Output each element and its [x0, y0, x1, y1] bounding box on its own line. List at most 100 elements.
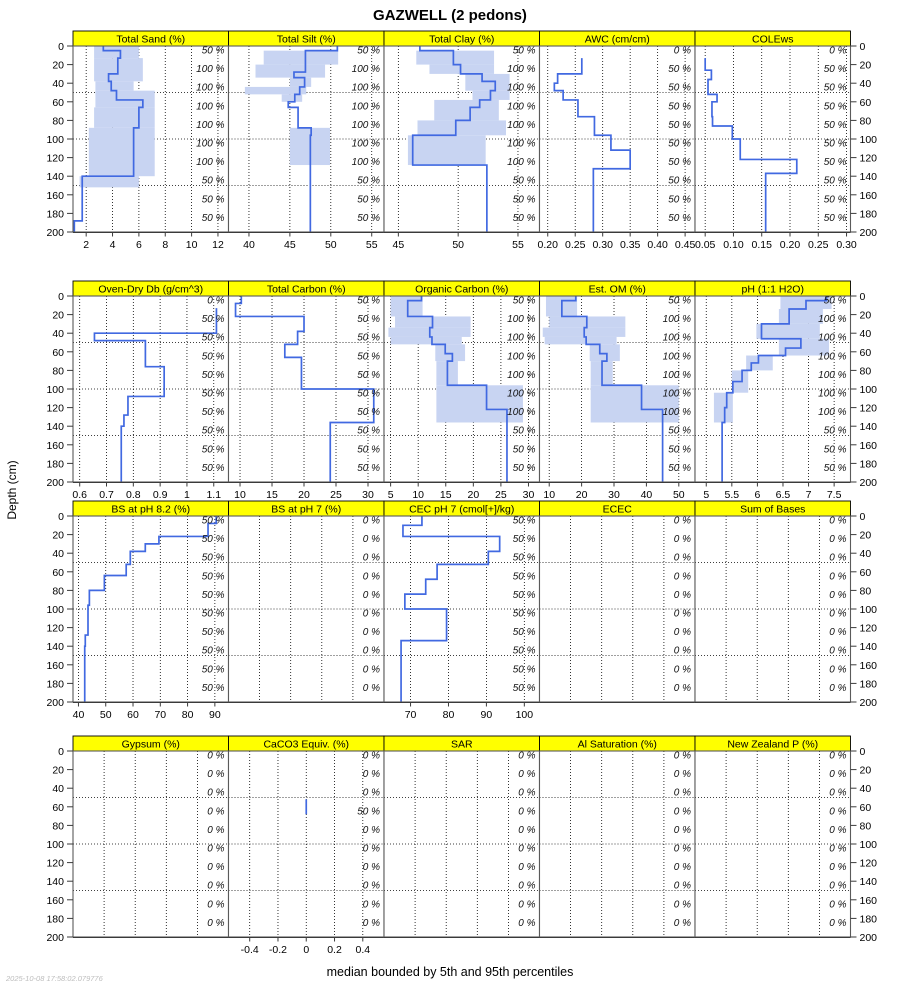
depth-tick-label: 40	[52, 783, 64, 795]
percent-label: 0 %	[363, 881, 380, 892]
panel-grid: Total Sand (%)50 %100 %100 %100 %100 %10…	[46, 30, 878, 956]
depth-tick-label: 0	[860, 511, 866, 523]
depth-tick-label: 180	[860, 678, 878, 690]
percentile-band	[79, 176, 139, 188]
percent-label: 50 %	[513, 534, 536, 545]
depth-tick-label: 0	[58, 511, 64, 523]
percent-label: 0 %	[829, 553, 846, 564]
percent-label: 50 %	[202, 333, 225, 344]
percent-label: 50 %	[202, 553, 225, 564]
depth-tick-label: 200	[860, 477, 878, 489]
percent-label: 50 %	[202, 407, 225, 418]
percent-label: 50 %	[824, 213, 847, 224]
depth-tick-label: 40	[52, 328, 64, 340]
panel-total-clay: Total Clay (%) 50 % 100 % 100 % 100 % 100 % 10…	[383, 30, 541, 251]
percent-label: 0 %	[829, 590, 846, 601]
percentile-band	[88, 127, 155, 177]
panel-awc-cm-cm: AWC (cm/cm) 0 % 50 % 50 % 50 % 50 % 50 % 50 % 50…	[538, 30, 696, 251]
depth-tick-label: 0	[860, 291, 866, 303]
depth-tick-label: 60	[860, 347, 872, 359]
x-tick-label: 1	[184, 489, 190, 501]
panel-title: Gypsum (%)	[122, 738, 180, 750]
depth-tick-label: 20	[860, 530, 872, 542]
x-tick-label: 50	[452, 239, 464, 251]
percent-label: 50 %	[513, 213, 536, 224]
x-tick-label: 40	[641, 489, 653, 501]
depth-tick-label: 200	[46, 477, 64, 489]
x-tick-label: 0.6	[72, 489, 87, 501]
percentile-band	[778, 338, 830, 356]
depth-tick-label: 180	[860, 208, 878, 220]
percent-label: 100 %	[507, 139, 535, 150]
depth-tick-label: 0	[58, 41, 64, 53]
percent-label: 0 %	[674, 46, 691, 57]
depth-tick-label: 180	[860, 458, 878, 470]
x-tick-label: 20	[467, 489, 479, 501]
percentile-band	[390, 336, 462, 345]
panel-title: Total Clay (%)	[429, 33, 494, 45]
percent-label: 50 %	[513, 627, 536, 638]
x-tick-label: 20	[576, 489, 588, 501]
percent-label: 50 %	[202, 370, 225, 381]
panel-title: BS at pH 8.2 (%)	[111, 503, 190, 515]
depth-tick-label: 180	[860, 913, 878, 925]
x-tick-label: 12	[212, 239, 224, 251]
depth-tick-label: 160	[860, 895, 878, 907]
percent-label: 50 %	[357, 389, 380, 400]
depth-tick-label: 80	[860, 115, 872, 127]
panel-title: Total Sand (%)	[116, 33, 185, 45]
percent-label: 50 %	[668, 213, 691, 224]
percent-label: 50 %	[513, 426, 536, 437]
depth-tick-label: 120	[46, 403, 64, 415]
percent-label: 0 %	[207, 769, 224, 780]
x-tick-label: 0.15	[752, 239, 773, 251]
percent-label: 100 %	[818, 314, 846, 325]
percent-label: 0 %	[674, 571, 691, 582]
percent-label: 0 %	[674, 788, 691, 799]
depth-tick-label: 20	[52, 310, 64, 322]
depth-tick-label: 60	[860, 567, 872, 579]
percent-label: 0 %	[363, 553, 380, 564]
percent-label: 50 %	[357, 444, 380, 455]
depth-tick-label: 60	[52, 347, 64, 359]
percent-label: 100 %	[818, 351, 846, 362]
percent-label: 100 %	[663, 389, 691, 400]
percent-label: 50 %	[357, 806, 380, 817]
percent-label: 0 %	[363, 571, 380, 582]
percent-label: 50 %	[668, 64, 691, 75]
x-tick-label: 0.7	[99, 489, 114, 501]
percent-label: 100 %	[196, 157, 224, 168]
x-tick-label: 8	[162, 239, 168, 251]
percent-label: 0 %	[674, 534, 691, 545]
x-tick-label: 0.45	[675, 239, 696, 251]
median-line	[93, 308, 218, 482]
percent-label: 0 %	[363, 788, 380, 799]
x-tick-label: 0.40	[647, 239, 668, 251]
percent-label: 100 %	[507, 120, 535, 131]
x-tick-label: 70	[154, 709, 166, 721]
percent-label: 50 %	[824, 463, 847, 474]
x-tick-label: 55	[512, 239, 524, 251]
percent-label: 50 %	[202, 351, 225, 362]
x-tick-label: 4	[110, 239, 116, 251]
percentile-band	[590, 385, 679, 423]
percent-label: 100 %	[507, 407, 535, 418]
percent-label: 0 %	[674, 590, 691, 601]
percent-label: 100 %	[507, 83, 535, 94]
x-tick-label: 25	[495, 489, 507, 501]
x-tick-label: 0.2	[327, 944, 342, 956]
percentile-band	[281, 94, 303, 102]
x-tick-label: 50	[100, 709, 112, 721]
percent-label: 50 %	[202, 176, 225, 187]
median-line	[73, 46, 144, 232]
percent-label: 50 %	[357, 407, 380, 418]
percent-label: 50 %	[513, 590, 536, 601]
percent-label: 0 %	[674, 751, 691, 762]
percent-label: 100 %	[352, 120, 380, 131]
percent-label: 0 %	[829, 627, 846, 638]
x-tick-label: 5.5	[725, 489, 740, 501]
x-tick-label: 7.5	[827, 489, 842, 501]
percentile-band	[544, 336, 617, 345]
depth-tick-label: 0	[860, 746, 866, 758]
percent-label: 0 %	[674, 627, 691, 638]
